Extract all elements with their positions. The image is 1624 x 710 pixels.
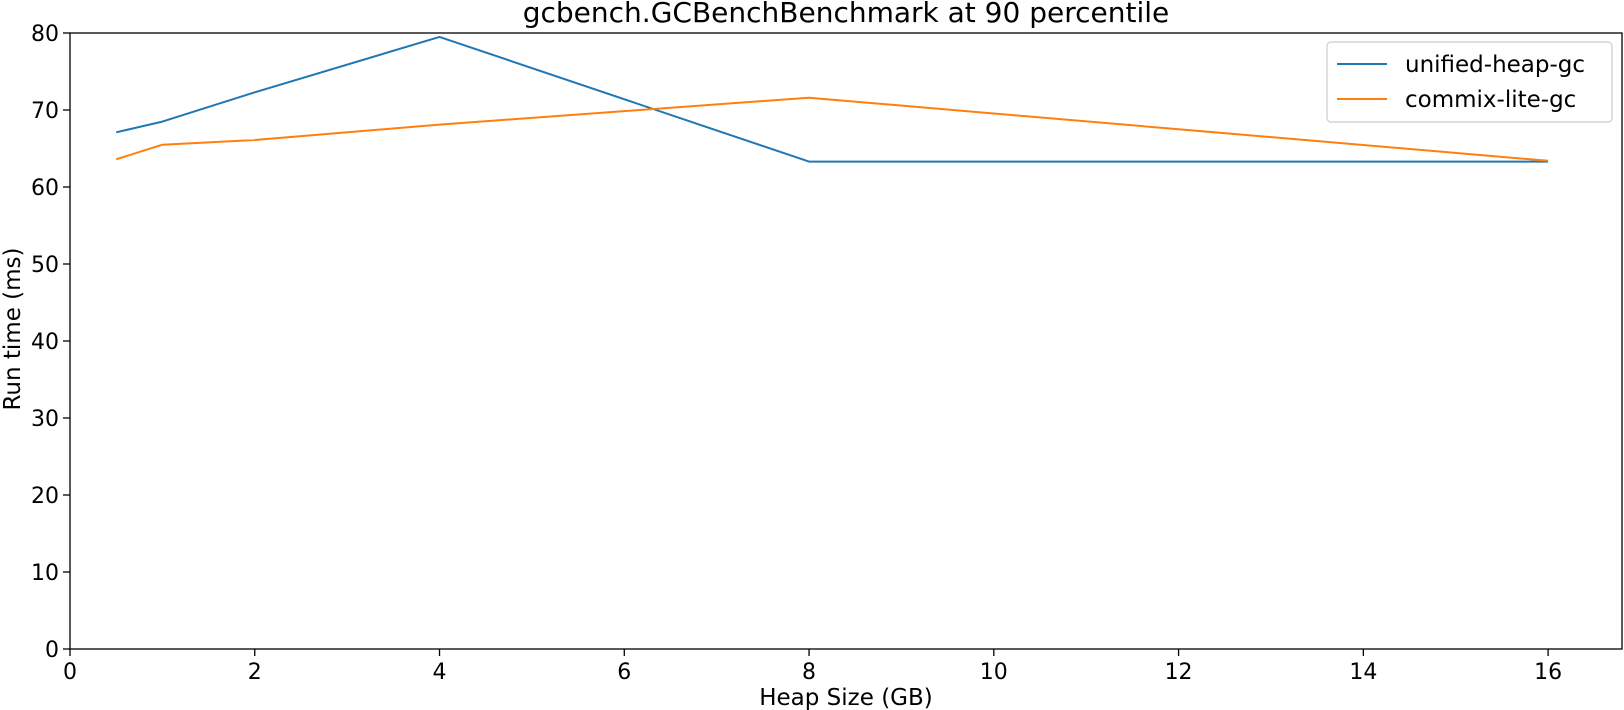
plot-frame — [69, 32, 1623, 650]
y-tick-label: 10 — [31, 561, 59, 586]
chart-title: gcbench.GCBenchBenchmark at 90 percentil… — [523, 0, 1170, 29]
x-tick-label: 6 — [617, 660, 631, 685]
x-tick-label: 12 — [1165, 660, 1193, 685]
series-line-commix-lite-gc — [115, 96, 1549, 162]
y-tick-label: 0 — [45, 638, 59, 663]
x-axis-label: Heap Size (GB) — [759, 685, 933, 710]
x-tick-label: 0 — [63, 660, 77, 685]
y-tick-label: 20 — [31, 484, 59, 509]
legend: unified-heap-gc commix-lite-gc — [1326, 41, 1613, 123]
legend-label: commix-lite-gc — [1405, 87, 1576, 113]
x-tick-label: 4 — [433, 660, 447, 685]
y-tick-label: 40 — [31, 330, 59, 355]
legend-box — [1326, 41, 1613, 123]
legend-label: unified-heap-gc — [1405, 52, 1585, 78]
y-tick-label: 60 — [31, 176, 59, 201]
series-line-unified-heap-gc — [115, 35, 1549, 163]
y-tick-label: 30 — [31, 407, 59, 432]
x-tick-label: 14 — [1349, 660, 1377, 685]
x-axis: 0 2 4 6 8 10 12 14 16 — [63, 649, 1562, 685]
y-tick-label: 70 — [31, 99, 59, 124]
plot-area — [115, 35, 1549, 163]
y-axis: 0 10 20 30 40 50 60 70 80 — [31, 22, 70, 663]
y-tick-label: 80 — [31, 22, 59, 47]
y-tick-label: 50 — [31, 253, 59, 278]
x-tick-label: 2 — [248, 660, 262, 685]
y-axis-label: Run time (ms) — [0, 247, 26, 410]
x-tick-label: 10 — [980, 660, 1008, 685]
x-tick-label: 8 — [802, 660, 816, 685]
x-tick-label: 16 — [1534, 660, 1562, 685]
